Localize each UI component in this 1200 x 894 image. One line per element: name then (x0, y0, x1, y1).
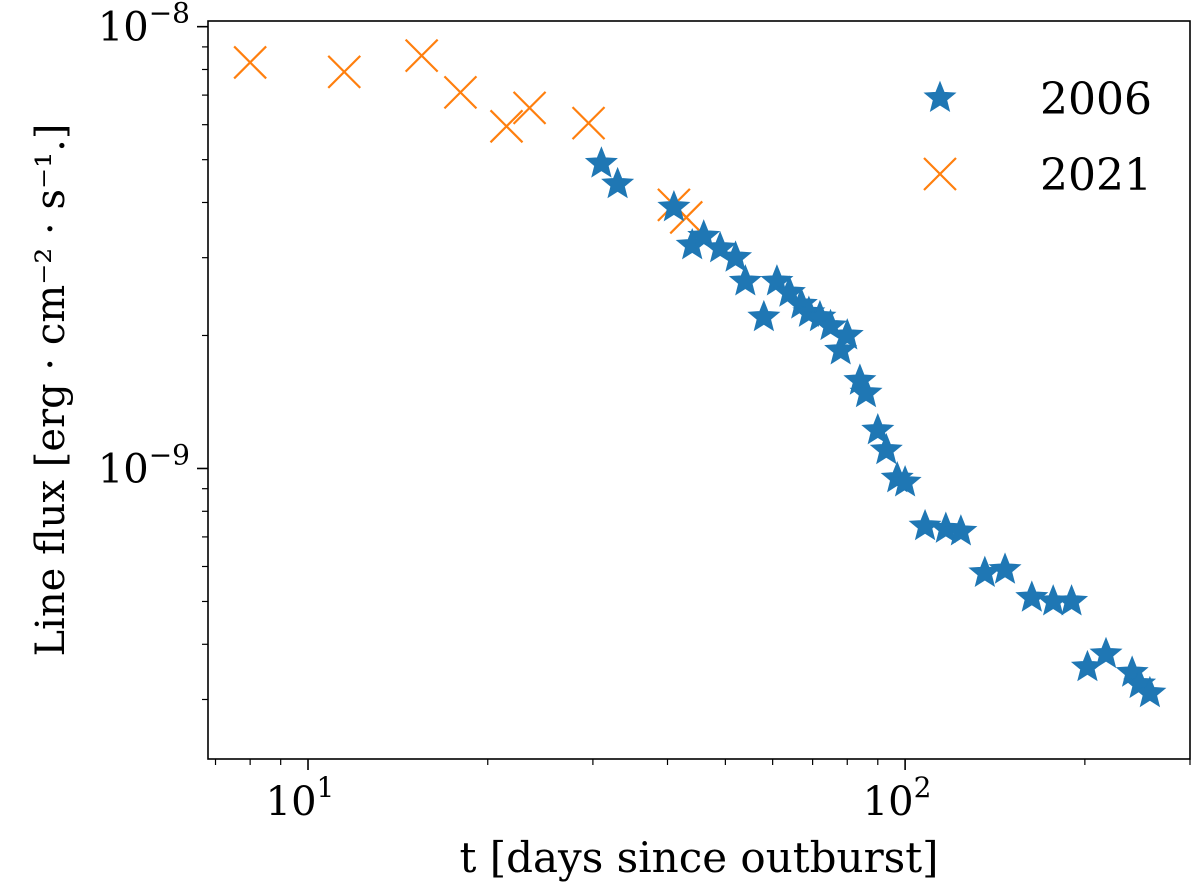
data-point-2021 (512, 91, 547, 125)
plot-frame (207, 20, 1191, 760)
data-point-2006 (944, 514, 978, 546)
data-point-2006 (584, 146, 618, 178)
series-2021 (233, 38, 704, 235)
data-point-2006 (861, 412, 895, 445)
data-point-2021 (327, 55, 362, 89)
x-marker-stroke (489, 109, 524, 144)
x-tick-label: 101 (266, 771, 335, 825)
data-point-2021 (489, 109, 524, 144)
data-point-2006 (657, 189, 691, 222)
legend-marker-2006 (923, 80, 957, 113)
y-tick-label: 10−8 (98, 0, 190, 51)
x-marker-stroke (443, 75, 478, 110)
data-point-2006 (719, 240, 753, 272)
data-point-2006 (1089, 636, 1123, 669)
series-2006 (584, 146, 1167, 708)
x-tick-label: 102 (863, 771, 932, 825)
data-point-2006 (1015, 580, 1049, 612)
y-tick-label-base: 10 (98, 5, 149, 51)
y-tick-label-exponent: −9 (149, 438, 190, 471)
y-axis-label: Line flux [erg · cm⁻² · s⁻¹.] (28, 124, 74, 657)
x-marker-stroke (233, 45, 267, 80)
legend-marker-2021 (923, 157, 957, 191)
x-tick-label-exponent: 2 (914, 771, 932, 804)
legend-label-2006: 2006 (1040, 74, 1152, 125)
x-marker-stroke (571, 106, 606, 140)
data-point-2021 (571, 106, 606, 140)
data-point-2006 (1133, 675, 1167, 708)
x-axis-label: t [days since outburst] (460, 833, 939, 882)
x-marker-stroke (404, 38, 439, 73)
data-point-2021 (233, 45, 267, 80)
data-point-2006 (888, 465, 922, 497)
data-point-2006 (830, 318, 864, 350)
data-point-2006 (814, 308, 848, 341)
data-point-2021 (443, 75, 478, 110)
legend-entry-2006: 2006 (923, 74, 1152, 125)
data-point-2021 (404, 38, 439, 73)
data-point-2006 (908, 508, 942, 541)
data-point-2006 (849, 375, 883, 408)
x-tick-label-base: 10 (266, 779, 317, 825)
legend-label-2021: 2021 (1040, 150, 1152, 201)
data-point-2006 (703, 230, 737, 263)
x-marker-stroke (327, 55, 362, 89)
data-point-2006 (869, 432, 903, 465)
x-tick-label-base: 10 (863, 779, 914, 825)
x-marker-stroke (512, 91, 547, 125)
data-point-2006 (687, 219, 721, 251)
data-series (233, 38, 1167, 708)
data-point-2006 (1055, 584, 1089, 616)
x-marker-stroke (669, 200, 704, 235)
x-marker-stroke (923, 157, 957, 191)
data-point-2006 (601, 166, 635, 199)
legend-entry-2021: 2021 (923, 150, 1152, 201)
x-tick-label-exponent: 1 (317, 771, 335, 804)
y-tick-label-base: 10 (98, 446, 149, 492)
data-point-2006 (728, 264, 762, 296)
data-point-2006 (747, 299, 781, 332)
y-tick-label-exponent: −8 (149, 0, 190, 30)
legend: 2006 2021 (923, 74, 1152, 201)
data-point-2006 (988, 552, 1022, 584)
y-tick-label: 10−9 (98, 438, 190, 492)
